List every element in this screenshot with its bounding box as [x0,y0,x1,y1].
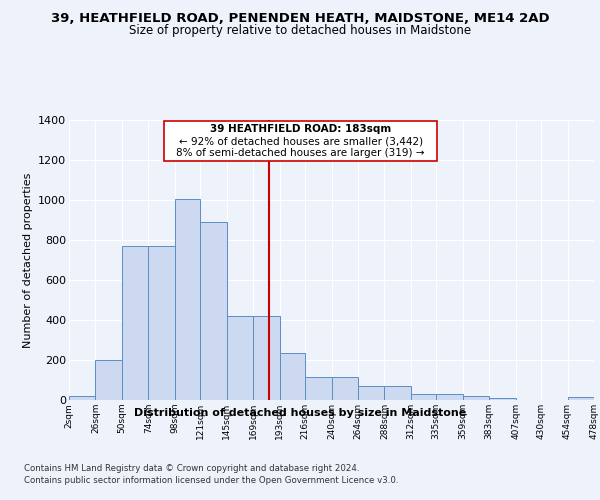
Bar [227,316,253,400]
Y-axis label: Number of detached properties: Number of detached properties [23,172,32,348]
Text: Contains HM Land Registry data © Crown copyright and database right 2024.: Contains HM Land Registry data © Crown c… [24,464,359,473]
Bar [436,394,463,400]
Bar [331,378,358,400]
Bar [280,353,305,400]
Bar [463,396,489,400]
Text: 39 HEATHFIELD ROAD: 183sqm: 39 HEATHFIELD ROAD: 183sqm [210,124,391,134]
Bar [122,246,148,400]
Text: Distribution of detached houses by size in Maidstone: Distribution of detached houses by size … [134,408,466,418]
Text: Contains public sector information licensed under the Open Government Licence v3: Contains public sector information licen… [24,476,398,485]
Text: Size of property relative to detached houses in Maidstone: Size of property relative to detached ho… [129,24,471,37]
Bar [69,396,95,400]
Bar [385,386,411,400]
Bar [253,316,280,400]
Bar [305,378,331,400]
Text: ← 92% of detached houses are smaller (3,442): ← 92% of detached houses are smaller (3,… [179,136,422,146]
Bar [568,397,594,400]
Bar [411,394,436,400]
Bar [489,398,515,400]
Bar [95,360,122,400]
Bar [358,386,385,400]
Bar [200,222,227,400]
Bar [175,199,200,400]
Bar [148,246,175,400]
Text: 8% of semi-detached houses are larger (319) →: 8% of semi-detached houses are larger (3… [176,148,425,158]
Text: 39, HEATHFIELD ROAD, PENENDEN HEATH, MAIDSTONE, ME14 2AD: 39, HEATHFIELD ROAD, PENENDEN HEATH, MAI… [50,12,550,26]
